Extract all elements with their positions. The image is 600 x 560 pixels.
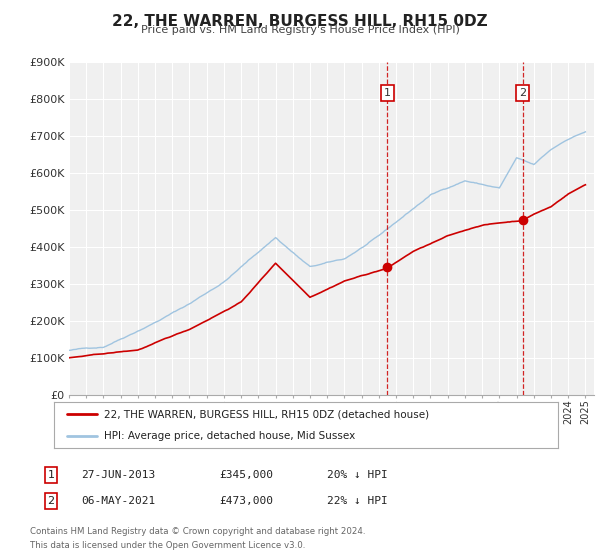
Text: 20% ↓ HPI: 20% ↓ HPI <box>327 470 388 480</box>
Text: 27-JUN-2013: 27-JUN-2013 <box>81 470 155 480</box>
Text: Contains HM Land Registry data © Crown copyright and database right 2024.: Contains HM Land Registry data © Crown c… <box>30 528 365 536</box>
Text: 22% ↓ HPI: 22% ↓ HPI <box>327 496 388 506</box>
Text: £345,000: £345,000 <box>219 470 273 480</box>
Text: This data is licensed under the Open Government Licence v3.0.: This data is licensed under the Open Gov… <box>30 541 305 550</box>
Text: 22, THE WARREN, BURGESS HILL, RH15 0DZ (detached house): 22, THE WARREN, BURGESS HILL, RH15 0DZ (… <box>104 409 430 419</box>
Text: 06-MAY-2021: 06-MAY-2021 <box>81 496 155 506</box>
Text: 1: 1 <box>47 470 55 480</box>
Text: £473,000: £473,000 <box>219 496 273 506</box>
Text: 2: 2 <box>519 88 526 98</box>
Text: 2: 2 <box>47 496 55 506</box>
Text: Price paid vs. HM Land Registry's House Price Index (HPI): Price paid vs. HM Land Registry's House … <box>140 25 460 35</box>
Text: HPI: Average price, detached house, Mid Sussex: HPI: Average price, detached house, Mid … <box>104 431 356 441</box>
Text: 1: 1 <box>384 88 391 98</box>
Text: 22, THE WARREN, BURGESS HILL, RH15 0DZ: 22, THE WARREN, BURGESS HILL, RH15 0DZ <box>112 14 488 29</box>
